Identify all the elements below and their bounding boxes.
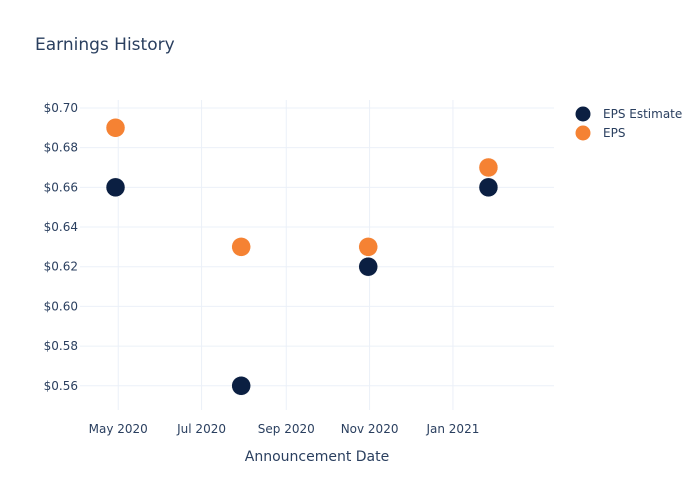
- data-point[interactable]: [105, 177, 126, 198]
- x-tick-label: May 2020: [89, 422, 148, 436]
- x-tick-label: Jul 2020: [176, 422, 226, 436]
- chart-title: Earnings History: [35, 35, 175, 55]
- y-tick-label: $0.68: [44, 141, 78, 155]
- series-0: [105, 177, 499, 396]
- data-point[interactable]: [358, 237, 378, 257]
- legend-item[interactable]: EPS Estimate: [575, 106, 683, 122]
- legend-label: EPS Estimate: [603, 107, 682, 121]
- y-tick-label: $0.62: [44, 260, 78, 274]
- data-markers: [105, 118, 499, 396]
- x-axis-title: Announcement Date: [245, 449, 389, 465]
- data-point[interactable]: [231, 376, 251, 396]
- legend[interactable]: EPS Estimate EPS: [575, 106, 683, 141]
- gridlines: [80, 100, 554, 410]
- legend-marker: [575, 106, 591, 122]
- data-point[interactable]: [478, 157, 499, 178]
- y-tick-label: $0.70: [44, 101, 78, 115]
- y-tick-label: $0.56: [44, 379, 78, 393]
- data-point[interactable]: [231, 237, 251, 257]
- y-tick-label: $0.64: [44, 220, 78, 234]
- data-point[interactable]: [358, 256, 378, 277]
- y-tick-label: $0.58: [44, 339, 78, 353]
- legend-marker: [575, 125, 591, 141]
- y-tick-label: $0.60: [44, 299, 78, 313]
- x-tick-label: Jan 2021: [425, 422, 479, 436]
- data-point[interactable]: [105, 118, 126, 138]
- legend-item[interactable]: EPS: [575, 125, 626, 141]
- y-tick-label: $0.66: [44, 180, 78, 194]
- axis-ticks: $0.56 $0.58 $0.60 $0.62 $0.64 $0.66 $0.68 $0.70…: [44, 101, 480, 436]
- data-point[interactable]: [478, 177, 499, 198]
- legend-label: EPS: [603, 126, 625, 140]
- series-1: [105, 118, 499, 257]
- x-tick-label: Nov 2020: [341, 422, 399, 436]
- x-tick-label: Sep 2020: [258, 422, 315, 436]
